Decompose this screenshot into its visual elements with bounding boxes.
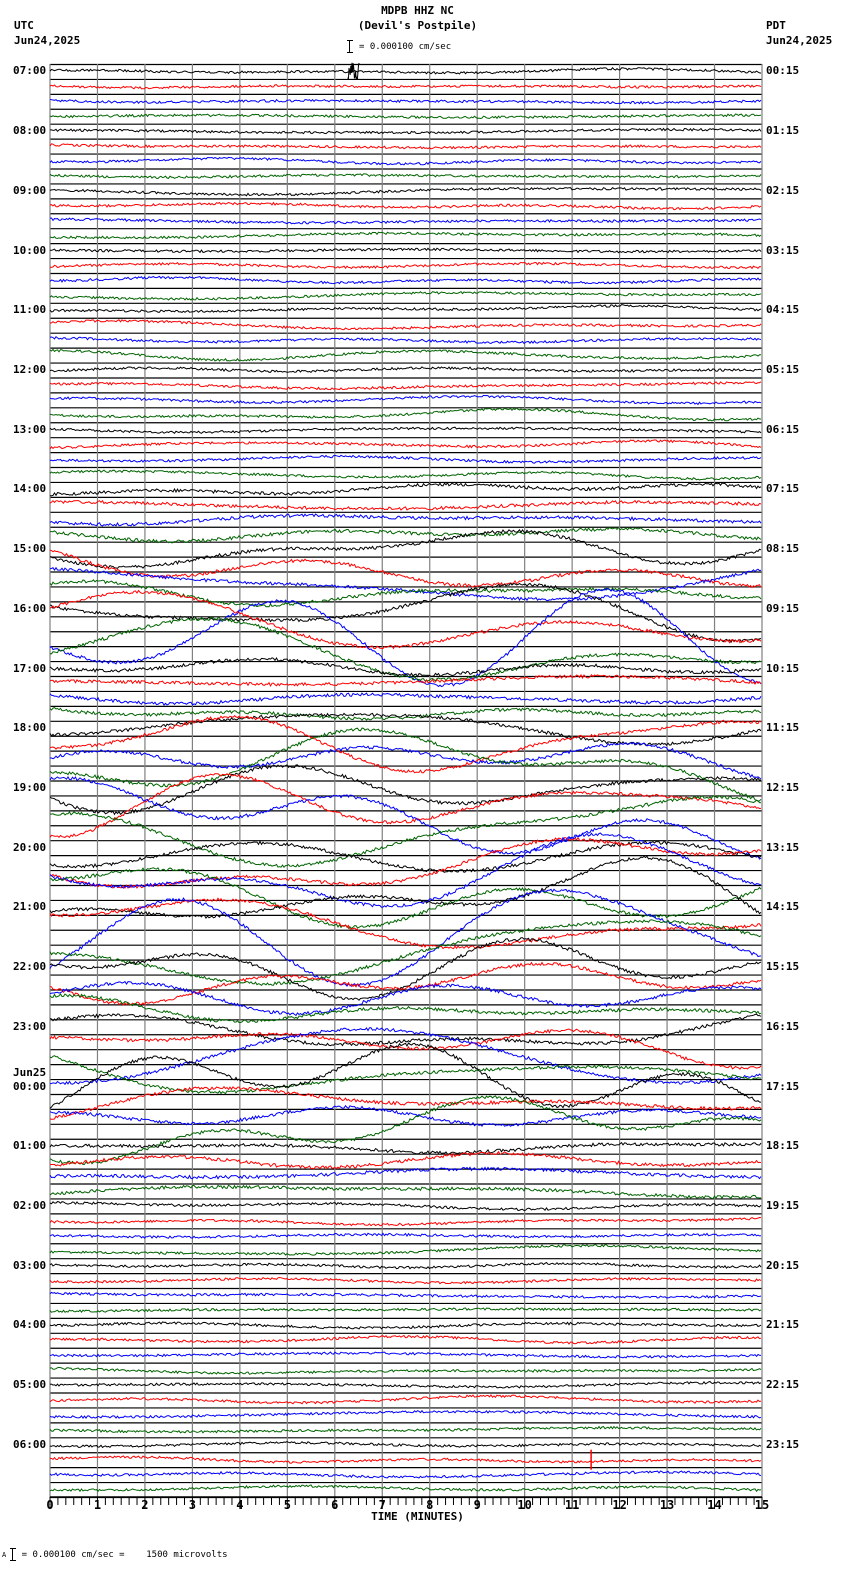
x-tick-label: 9 [473,1498,481,1512]
left-hour-label: 18:00 [13,721,47,735]
left-hour-label: 06:00 [13,1437,47,1451]
right-hour-label: 06:15 [766,422,800,436]
x-tick-label: 3 [188,1498,197,1512]
x-axis-title: TIME (MINUTES) [371,1510,464,1523]
scale-text: = 0.000100 cm/sec [359,42,452,52]
right-hour-label: 00:15 [766,64,800,78]
x-tick-label: 7 [378,1498,386,1512]
scale-text: = 0.000100 cm/sec = 1500 microvolts [21,1550,228,1560]
right-hour-label: 11:15 [766,721,800,735]
left-date: Jun24,2025 [14,34,81,47]
right-hour-label: 23:15 [766,1437,800,1451]
right-hour-label: 20:15 [766,1258,800,1272]
x-tick-label: 1 [93,1498,102,1512]
scale-bar-icon [9,1548,18,1561]
left-hour-label: 21:00 [13,900,47,914]
left-hour-label: 10:00 [13,243,47,257]
x-tick-label: 4 [236,1498,244,1512]
right-hour-label: 15:15 [766,960,800,974]
left-hour-label: 04:00 [13,1318,47,1332]
x-tick-label: 11 [564,1498,580,1512]
right-hour-label: 14:15 [766,900,800,914]
right-hour-label: 10:15 [766,661,800,675]
left-hour-label: 16:00 [13,601,47,615]
left-date-label: Jun25 [13,1065,47,1079]
right-hour-label: 01:15 [766,124,800,138]
left-hour-label: 07:00 [13,64,47,78]
x-tick-label: 14 [707,1498,722,1512]
x-tick-label: 13 [659,1498,675,1512]
right-hour-label: 02:15 [766,183,800,197]
right-hour-label: 17:15 [766,1079,800,1093]
left-hour-label: 17:00 [13,661,47,675]
right-hour-label: 09:15 [766,601,800,615]
right-hour-label: 18:15 [766,1139,800,1153]
right-hour-label: 12:15 [766,780,800,794]
x-tick-label: 12 [612,1498,627,1512]
scale-prefix: A [2,1551,7,1559]
left-hour-label: 05:00 [13,1378,47,1392]
left-hour-label: 09:00 [13,183,47,197]
x-tick-label: 0 [46,1498,54,1512]
right-hour-label: 03:15 [766,243,800,257]
right-hour-label: 21:15 [766,1318,800,1332]
left-hour-label: 15:00 [13,542,47,556]
right-date: Jun24,2025 [766,34,833,47]
right-hour-label: 19:15 [766,1198,800,1212]
right-hour-label: 04:15 [766,303,800,317]
left-hour-label: 11:00 [13,303,47,317]
left-hour-label: 02:00 [13,1198,47,1212]
x-tick-label: 8 [426,1498,434,1512]
left-hour-label: 20:00 [13,840,47,854]
left-hour-label: 13:00 [13,422,47,436]
left-hour-label: 19:00 [13,780,47,794]
right-hour-label: 07:15 [766,482,800,496]
left-hour-label: 23:00 [13,1019,47,1033]
station-title: MDPB HHZ NC [381,4,454,17]
left-hour-label: 03:00 [13,1258,47,1272]
right-hour-label: 08:15 [766,542,800,556]
x-tick-label: 6 [331,1498,339,1512]
scale-legend-top: = 0.000100 cm/sec [347,40,452,53]
left-hour-label: 22:00 [13,960,47,974]
left-hour-label: 14:00 [13,482,47,496]
x-tick-label: 15 [754,1498,770,1512]
left-hour-label: 12:00 [13,363,47,376]
x-tick-label: 2 [141,1498,149,1512]
station-subtitle: (Devil's Postpile) [357,19,478,32]
left-hour-label: 08:00 [13,124,47,138]
right-hour-label: 05:15 [766,363,800,376]
left-timezone: UTC [14,19,34,32]
right-hour-label: 13:15 [766,840,800,854]
x-tick-label: 10 [517,1498,532,1512]
left-hour-label: 00:00 [13,1079,47,1093]
right-hour-label: 16:15 [766,1019,800,1033]
x-tick-label: 5 [283,1498,291,1512]
right-hour-label: 22:15 [766,1378,800,1392]
scale-bar-icon [347,40,355,53]
scale-legend-bottom: A = 0.000100 cm/sec = 1500 microvolts [2,1548,228,1561]
right-timezone: PDT [766,19,786,32]
left-hour-label: 01:00 [13,1139,47,1153]
